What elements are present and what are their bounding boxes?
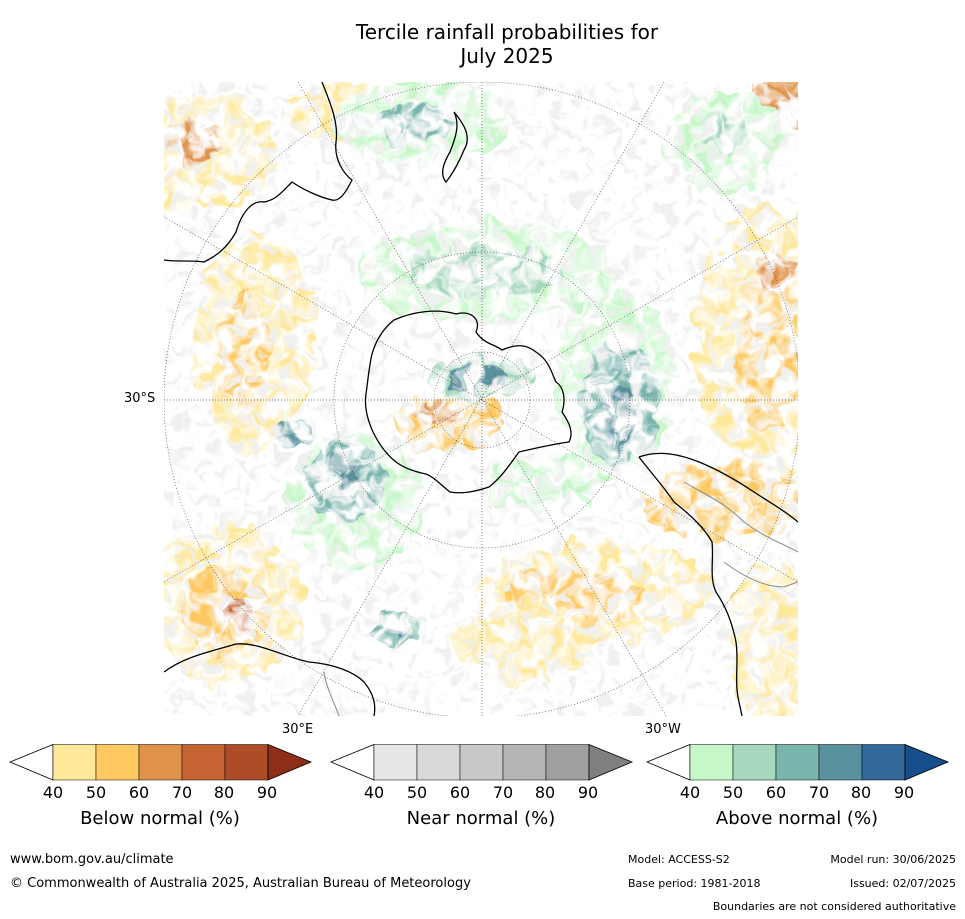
colorbar-segment	[861, 744, 906, 781]
graticule	[164, 82, 798, 716]
colorbar-label-below: Below normal (%)	[80, 808, 240, 829]
colorbar-label-near: Near normal (%)	[406, 808, 556, 829]
colorbar-tick: 40	[679, 783, 701, 802]
colorbar-below-normal	[8, 743, 313, 781]
colorbar-lower-extension	[645, 743, 691, 781]
model-name: Model: ACCESS-S2	[628, 853, 730, 866]
colorbar-tick: 70	[492, 783, 514, 802]
colorbar-segment	[138, 744, 183, 781]
model-run-date: Model run: 30/06/2025	[830, 853, 956, 866]
colorbar-segment	[224, 744, 269, 781]
colorbar-tick: 80	[850, 783, 872, 802]
colorbar-label-above: Above normal (%)	[715, 808, 879, 829]
colorbar-tick: 40	[42, 783, 64, 802]
lon-label-30w: 30°W	[645, 722, 681, 737]
colorbar-segment	[818, 744, 863, 781]
website-link[interactable]: www.bom.gov.au/climate	[10, 852, 174, 867]
colorbar-tick: 60	[765, 783, 787, 802]
colorbar-tick: 50	[406, 783, 428, 802]
colorbar-lower-extension	[329, 743, 375, 781]
base-period: Base period: 1981-2018	[628, 877, 761, 890]
boundaries-disclaimer: Boundaries are not considered authoritat…	[712, 900, 956, 913]
colorbar-tick: 90	[893, 783, 915, 802]
colorbar-tick: 80	[213, 783, 235, 802]
colorbar-segment	[689, 744, 734, 781]
colorbar-segment	[373, 744, 418, 781]
colorbar-segment	[181, 744, 226, 781]
coastlines	[164, 82, 798, 716]
lon-label-30e: 30°E	[282, 722, 314, 737]
map-title: Tercile rainfall probabilities for July …	[0, 20, 965, 68]
colorbar-tick: 60	[128, 783, 150, 802]
colorbar-upper-extension	[267, 743, 313, 781]
colorbar-upper-extension	[588, 743, 634, 781]
lat-label-30s: 30°S	[124, 391, 156, 406]
colorbar-segment	[95, 744, 140, 781]
colorbar-segment	[775, 744, 820, 781]
colorbar-tick: 40	[363, 783, 385, 802]
issued-date: Issued: 02/07/2025	[849, 877, 956, 890]
colorbar-lower-extension	[8, 743, 54, 781]
colorbar-tick: 90	[577, 783, 599, 802]
colorbar-segment	[52, 744, 97, 781]
country-boundaries	[323, 481, 798, 716]
colorbar-tick: 50	[722, 783, 744, 802]
map-title-line2: July 2025	[460, 44, 554, 68]
colorbar-above-normal	[645, 743, 950, 781]
colorbar-tick: 90	[256, 783, 278, 802]
colorbar-tick: 70	[808, 783, 830, 802]
colorbar-segment	[732, 744, 777, 781]
colorbar-segment	[545, 744, 590, 781]
map-canvas	[164, 82, 798, 716]
colorbar-upper-extension	[904, 743, 950, 781]
map-title-line1: Tercile rainfall probabilities for	[355, 20, 659, 44]
colorbar-tick: 70	[171, 783, 193, 802]
colorbar-tick: 60	[449, 783, 471, 802]
colorbar-segment	[416, 744, 461, 781]
colorbar-segment	[459, 744, 504, 781]
colorbar-tick: 80	[534, 783, 556, 802]
copyright-text: © Commonwealth of Australia 2025, Austra…	[10, 876, 471, 891]
colorbar-near-normal	[329, 743, 634, 781]
colorbar-tick: 50	[85, 783, 107, 802]
colorbar-segment	[502, 744, 547, 781]
rainfall-probability-map[interactable]	[164, 82, 798, 716]
